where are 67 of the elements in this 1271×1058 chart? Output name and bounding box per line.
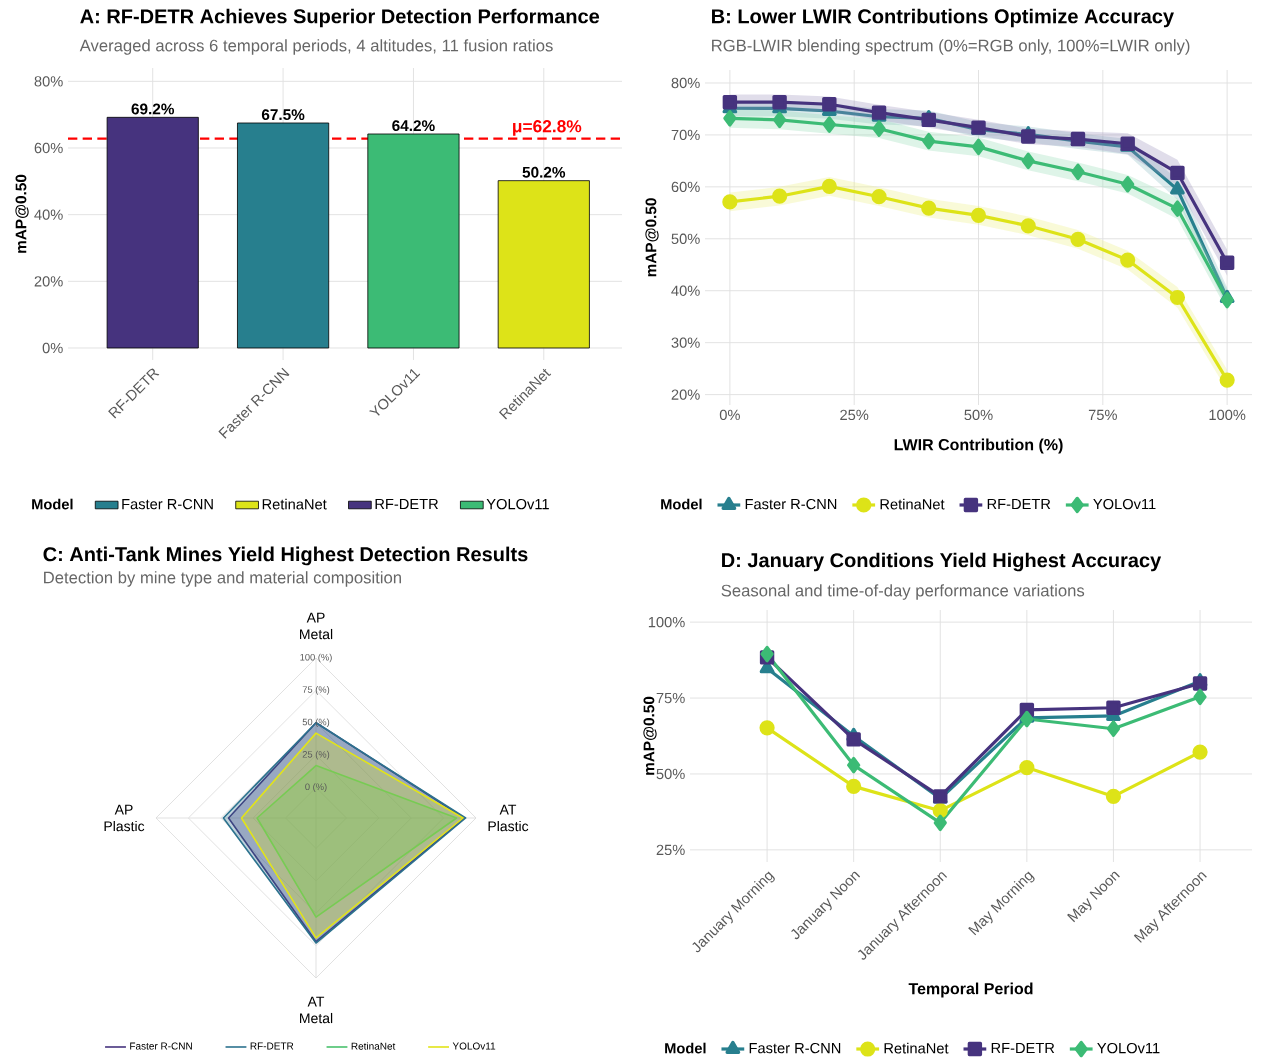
spoke-label: AP Plastic (104, 804, 145, 832)
x-tick-label: 50% (964, 409, 993, 421)
y-axis-title: mAP@0.50 (645, 198, 659, 277)
legend-label: Faster R-CNN (122, 498, 213, 510)
data-label: 67.5% (261, 109, 305, 121)
y-tick-label: 50% (656, 768, 685, 780)
legend-label: RetinaNet (262, 498, 327, 510)
y-tick-label: 60% (34, 142, 63, 154)
x-tick-label: 75% (1088, 409, 1117, 421)
data-label: 64.2% (392, 120, 435, 132)
x-tick-label: 100% (1209, 409, 1246, 421)
y-axis-title: mAP@0.50 (15, 174, 29, 253)
legend-title: Model (32, 498, 73, 510)
y-axis-title: mAP@0.50 (643, 696, 657, 775)
chart-title: C: Anti-Tank Mines Yield Highest Detection Results (43, 546, 528, 566)
legend-label: RF-DETR (250, 1042, 294, 1050)
ref-line-label: μ=62.8% (513, 120, 582, 136)
y-tick-label: 25% (656, 844, 685, 856)
y-tick-label: 20% (671, 389, 700, 400)
y-tick-label: 100 (%) (300, 653, 332, 663)
legend-label: YOLOv11 (1093, 498, 1156, 510)
legend-label: Faster R-CNN (745, 498, 837, 510)
y-tick-label: 50% (671, 233, 700, 244)
y-tick-label: 80% (34, 76, 63, 87)
y-tick-label: 0% (42, 342, 63, 354)
data-label: 69.2% (131, 103, 175, 115)
legend-label: RetinaNet (884, 1042, 949, 1054)
chart-subtitle: Detection by mine type and material composition (44, 571, 401, 587)
y-tick-label: 80% (671, 77, 700, 89)
legend-label: RF-DETR (987, 498, 1051, 510)
y-tick-label: 40% (34, 209, 63, 220)
x-tick-label: 0% (719, 409, 740, 421)
legend-label: Faster R-CNN (749, 1042, 841, 1054)
y-tick-label: 75 (%) (302, 686, 330, 695)
spoke-label: AT Plastic (488, 804, 529, 832)
chart-title: D: January Conditions Yield Highest Accuracy (722, 552, 1162, 572)
y-tick-label: 25 (%) (302, 750, 330, 760)
y-tick-label: 75% (656, 692, 685, 704)
chart-subtitle: RGB-LWIR blending spectrum (0%=RGB only, 100%=LWIR only) (712, 39, 1190, 55)
chart-subtitle: Seasonal and time-of-day performance variations (721, 584, 1085, 600)
legend-label: YOLOv11 (452, 1042, 496, 1050)
y-tick-label: 50 (%) (302, 718, 330, 728)
y-tick-label: 20% (34, 276, 63, 287)
x-tick-label: 25% (840, 409, 869, 421)
legend-title: Model (661, 498, 702, 510)
spoke-label: AT Metal (300, 996, 333, 1024)
y-tick-label: 30% (671, 337, 700, 348)
x-axis-title: LWIR Contribution (%) (894, 438, 1063, 454)
y-tick-label: 100% (648, 616, 685, 628)
y-tick-label: 40% (671, 285, 700, 296)
legend-label: RetinaNet (351, 1042, 396, 1050)
legend-label: Faster R-CNN (130, 1042, 192, 1050)
chart-title: B: Lower LWIR Contributions Optimize Accuracy (712, 8, 1174, 28)
y-tick-label: 70% (671, 129, 700, 141)
legend-label: YOLOv11 (1097, 1042, 1160, 1054)
legend-title: Model (665, 1042, 706, 1054)
data-label: 50.2% (522, 166, 566, 178)
x-axis-title: Temporal Period (908, 982, 1033, 998)
y-tick-label: 0 (%) (305, 783, 327, 792)
y-tick-label: 60% (671, 181, 700, 193)
legend-label: RetinaNet (880, 498, 945, 510)
chart-subtitle: Averaged across 6 temporal periods, 4 altitudes, 11 fusion ratios (79, 39, 553, 55)
spoke-label: AP Metal (300, 612, 333, 640)
chart-title: A: RF-DETR Achieves Superior Detection Performance (80, 8, 600, 28)
legend-label: YOLOv11 (486, 498, 549, 510)
legend-label: RF-DETR (991, 1042, 1055, 1054)
legend-label: RF-DETR (375, 498, 439, 510)
